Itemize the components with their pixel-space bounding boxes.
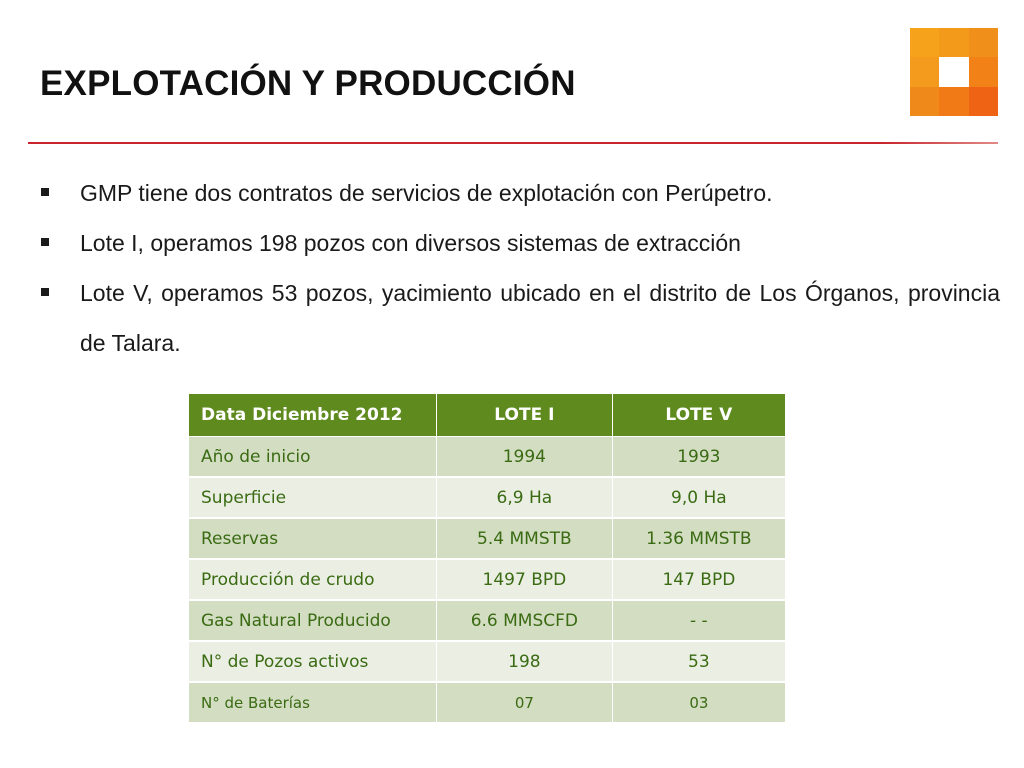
bullet-text: GMP tiene dos contratos de servicios de … <box>80 180 773 206</box>
logo-tile <box>939 28 969 58</box>
bullet-item: GMP tiene dos contratos de servicios de … <box>40 168 1000 218</box>
bullet-list: GMP tiene dos contratos de servicios de … <box>40 168 1000 368</box>
table-cell: 9,0 Ha <box>611 476 787 519</box>
table-cell: - - <box>611 599 787 642</box>
logo-tile <box>968 57 998 87</box>
logo-tile <box>939 57 969 87</box>
table-header-cell: LOTE I <box>436 393 613 437</box>
table-cell: 07 <box>436 681 613 724</box>
logo-tile <box>910 28 940 58</box>
table-cell: N° de Pozos activos <box>188 640 437 683</box>
table-cell: 6,9 Ha <box>436 476 613 519</box>
table-row: Superficie 6,9 Ha 9,0 Ha <box>188 476 787 519</box>
table-cell: 03 <box>611 681 787 724</box>
logo-tile <box>910 57 940 87</box>
table-cell: Producción de crudo <box>188 558 437 601</box>
table-cell: 198 <box>436 640 613 683</box>
table-cell: 5.4 MMSTB <box>436 517 613 560</box>
table-row: N° de Baterías 07 03 <box>188 681 787 724</box>
bullet-item: Lote V, operamos 53 pozos, yacimiento ub… <box>40 268 1000 368</box>
table-cell: 1993 <box>611 436 787 478</box>
table-row: N° de Pozos activos 198 53 <box>188 640 787 683</box>
table-row: Reservas 5.4 MMSTB 1.36 MMSTB <box>188 517 787 560</box>
table-cell: Superficie <box>188 476 437 519</box>
table-cell: Gas Natural Producido <box>188 599 437 642</box>
table-cell: 1497 BPD <box>436 558 613 601</box>
table-cell: N° de Baterías <box>188 681 437 724</box>
bullet-text: Lote I, operamos 198 pozos con diversos … <box>80 230 741 256</box>
slide-title: EXPLOTACIÓN Y PRODUCCIÓN <box>40 64 576 103</box>
square-bullet-icon <box>41 288 49 296</box>
logo-tile <box>910 86 940 116</box>
table-cell: 1.36 MMSTB <box>611 517 787 560</box>
table-cell: Año de inicio <box>188 436 437 478</box>
table-row: Producción de crudo 1497 BPD 147 BPD <box>188 558 787 601</box>
table-header-row: Data Diciembre 2012 LOTE I LOTE V <box>188 393 787 437</box>
square-bullet-icon <box>41 188 49 196</box>
production-table: Data Diciembre 2012 LOTE I LOTE V Año de… <box>188 393 787 724</box>
table-header-cell: Data Diciembre 2012 <box>188 393 437 437</box>
table-cell: 53 <box>611 640 787 683</box>
table-row: Gas Natural Producido 6.6 MMSCFD - - <box>188 599 787 642</box>
brand-logo <box>910 28 998 116</box>
bullet-item: Lote I, operamos 198 pozos con diversos … <box>40 218 1000 268</box>
logo-tile <box>968 86 998 116</box>
bullet-text: Lote V, operamos 53 pozos, yacimiento ub… <box>80 280 1000 356</box>
table-cell: 147 BPD <box>611 558 787 601</box>
table-row: Año de inicio 1994 1993 <box>188 436 787 478</box>
square-bullet-icon <box>41 238 49 246</box>
title-divider <box>28 142 998 144</box>
logo-tile <box>939 86 969 116</box>
table-cell: 6.6 MMSCFD <box>436 599 613 642</box>
table-header-cell: LOTE V <box>611 393 787 437</box>
table-cell: 1994 <box>436 436 613 478</box>
table-cell: Reservas <box>188 517 437 560</box>
logo-tile <box>968 28 998 58</box>
